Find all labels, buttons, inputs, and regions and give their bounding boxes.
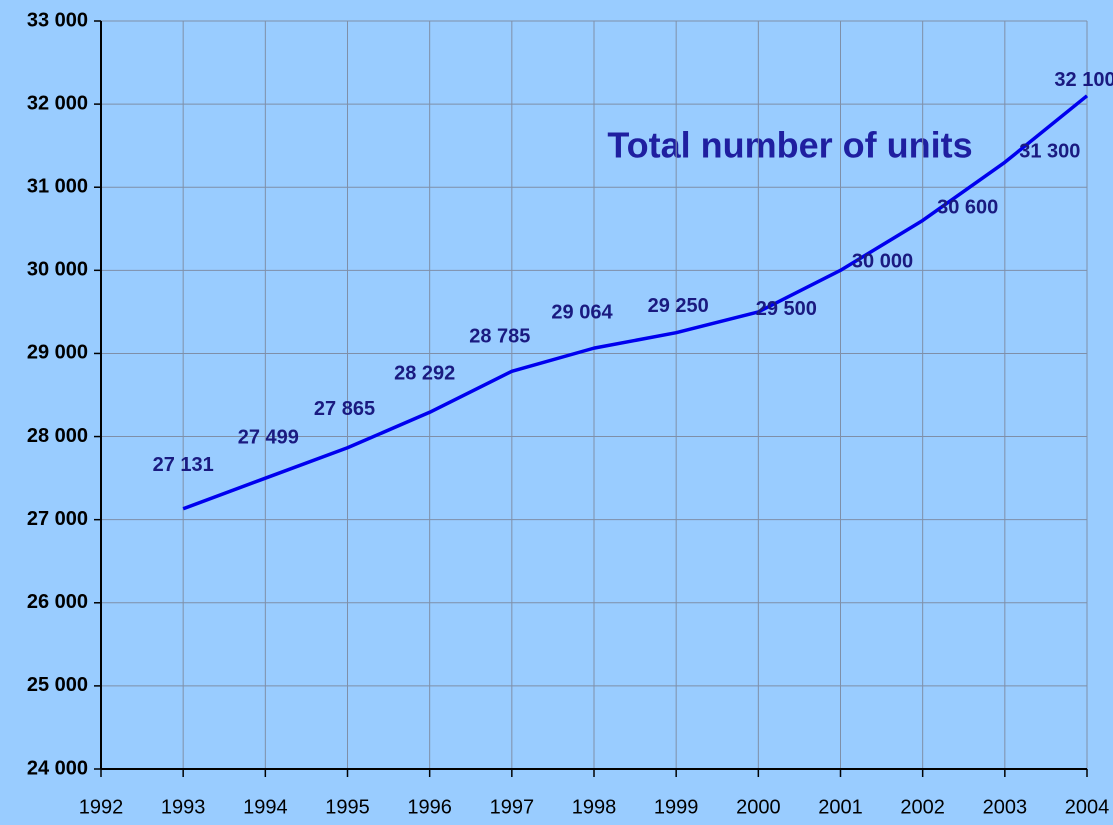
data-label: 31 300	[1019, 141, 1080, 163]
line	[182, 94, 1089, 511]
y-tick-label: 31 000	[27, 176, 88, 198]
data-label: 32 100	[1054, 69, 1113, 91]
x-tick-label: 2004	[1065, 796, 1110, 818]
data-label: 30 000	[852, 251, 913, 273]
data-label: 27 131	[153, 454, 214, 476]
data-label: 29 500	[756, 298, 817, 320]
y-tick-label: 33 000	[27, 9, 88, 31]
x-tick-label: 2001	[818, 796, 863, 818]
y-tick-label: 26 000	[27, 591, 88, 613]
y-tick-label: 29 000	[27, 342, 88, 364]
y-tick-label: 32 000	[27, 92, 88, 114]
data-label: 28 785	[469, 326, 530, 348]
data-label: 28 292	[394, 363, 455, 385]
x-tick-label: 1992	[79, 796, 124, 818]
y-tick-label: 24 000	[27, 757, 88, 779]
x-tick-label: 1997	[490, 796, 535, 818]
data-label: 30 600	[937, 197, 998, 219]
x-tick-label: 1999	[654, 796, 699, 818]
x-tick-label: 1993	[161, 796, 206, 818]
chart-title: Total number of units	[607, 125, 972, 166]
y-tick-label: 25 000	[27, 674, 88, 696]
data-label: 29 250	[648, 295, 709, 317]
y-tick-label: 28 000	[27, 425, 88, 447]
x-tick-label: 1996	[407, 796, 452, 818]
data-label: 29 064	[551, 301, 613, 323]
x-tick-label: 1998	[572, 796, 617, 818]
x-tick-label: 2000	[736, 796, 781, 818]
x-tick-label: 1995	[325, 796, 370, 818]
y-tick-label: 30 000	[27, 259, 88, 281]
data-label: 27 499	[238, 426, 299, 448]
y-tick-label: 27 000	[27, 508, 88, 530]
x-tick-label: 1994	[243, 796, 288, 818]
x-tick-label: 2002	[900, 796, 945, 818]
x-tick-label: 2003	[983, 796, 1028, 818]
data-label: 27 865	[314, 398, 375, 420]
